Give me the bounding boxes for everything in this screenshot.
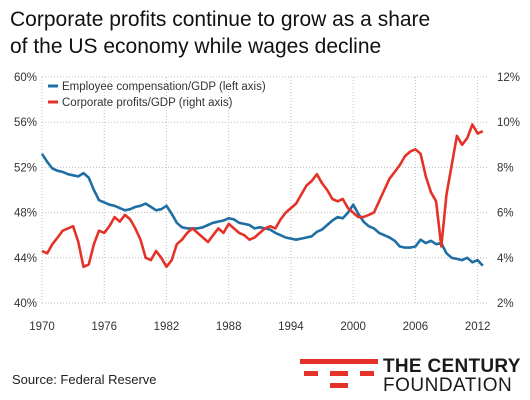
line-chart: 1970 1976 1982 1988 1994 2000 2006 2012 40%44%4… — [14, 72, 520, 333]
x-tick-label: 2012 — [465, 321, 491, 333]
gridlines — [41, 76, 488, 304]
logo-mark-icon — [300, 359, 378, 388]
x-tick-label: 2000 — [340, 321, 366, 333]
right-y-axis-tick-labels: 2% 4% 6% 8% 10% 12% — [497, 72, 520, 310]
x-tick-label: 1970 — [29, 321, 55, 333]
left-y-tick-label: 60% — [14, 72, 37, 84]
chart-title-line-2: of the US economy while wages decline — [10, 35, 382, 58]
series-line-profits — [41, 123, 484, 269]
right-y-tick-label: 6% — [497, 208, 514, 220]
left-y-tick-label: 40% — [14, 298, 37, 310]
right-y-tick-label: 10% — [497, 117, 520, 129]
legend-label-compensation: Employee compensation/GDP (left axis) — [62, 81, 266, 93]
source-note: Source: Federal Reserve — [12, 372, 157, 387]
left-y-tick-label: 56% — [14, 117, 37, 129]
left-y-tick-label: 52% — [14, 162, 37, 174]
right-y-tick-label: 4% — [497, 253, 514, 265]
chart-title-line-1: Corporate profits continue to grow as a … — [10, 8, 431, 31]
legend: Employee compensation/GDP (left axis) Co… — [48, 81, 266, 109]
x-tick-label: 1994 — [278, 321, 304, 333]
left-y-tick-label: 48% — [14, 208, 37, 220]
x-tick-label: 1988 — [216, 321, 242, 333]
right-y-tick-label: 2% — [497, 298, 514, 310]
series-line-compensation — [40, 153, 484, 267]
x-tick-label: 2006 — [403, 321, 429, 333]
logo-text-line-2: FOUNDATION — [383, 375, 513, 396]
x-axis-tick-labels: 1970 1976 1982 1988 1994 2000 2006 2012 — [29, 321, 490, 333]
x-tick-label: 1982 — [154, 321, 180, 333]
century-foundation-logo: THE CENTURY FOUNDATION — [300, 356, 530, 396]
logo-text-line-1: THE CENTURY — [383, 356, 521, 377]
series-lines — [40, 123, 484, 269]
left-y-tick-label: 44% — [14, 253, 37, 265]
legend-label-profits: Corporate profits/GDP (right axis) — [62, 97, 233, 109]
right-y-tick-label: 12% — [497, 72, 520, 84]
left-y-axis-tick-labels: 40% 44% 48% 52% 56% 60% — [14, 72, 37, 310]
right-y-tick-label: 8% — [497, 162, 514, 174]
x-tick-label: 1976 — [91, 321, 117, 333]
chart-title: Corporate profits continue to grow as a … — [10, 6, 525, 60]
